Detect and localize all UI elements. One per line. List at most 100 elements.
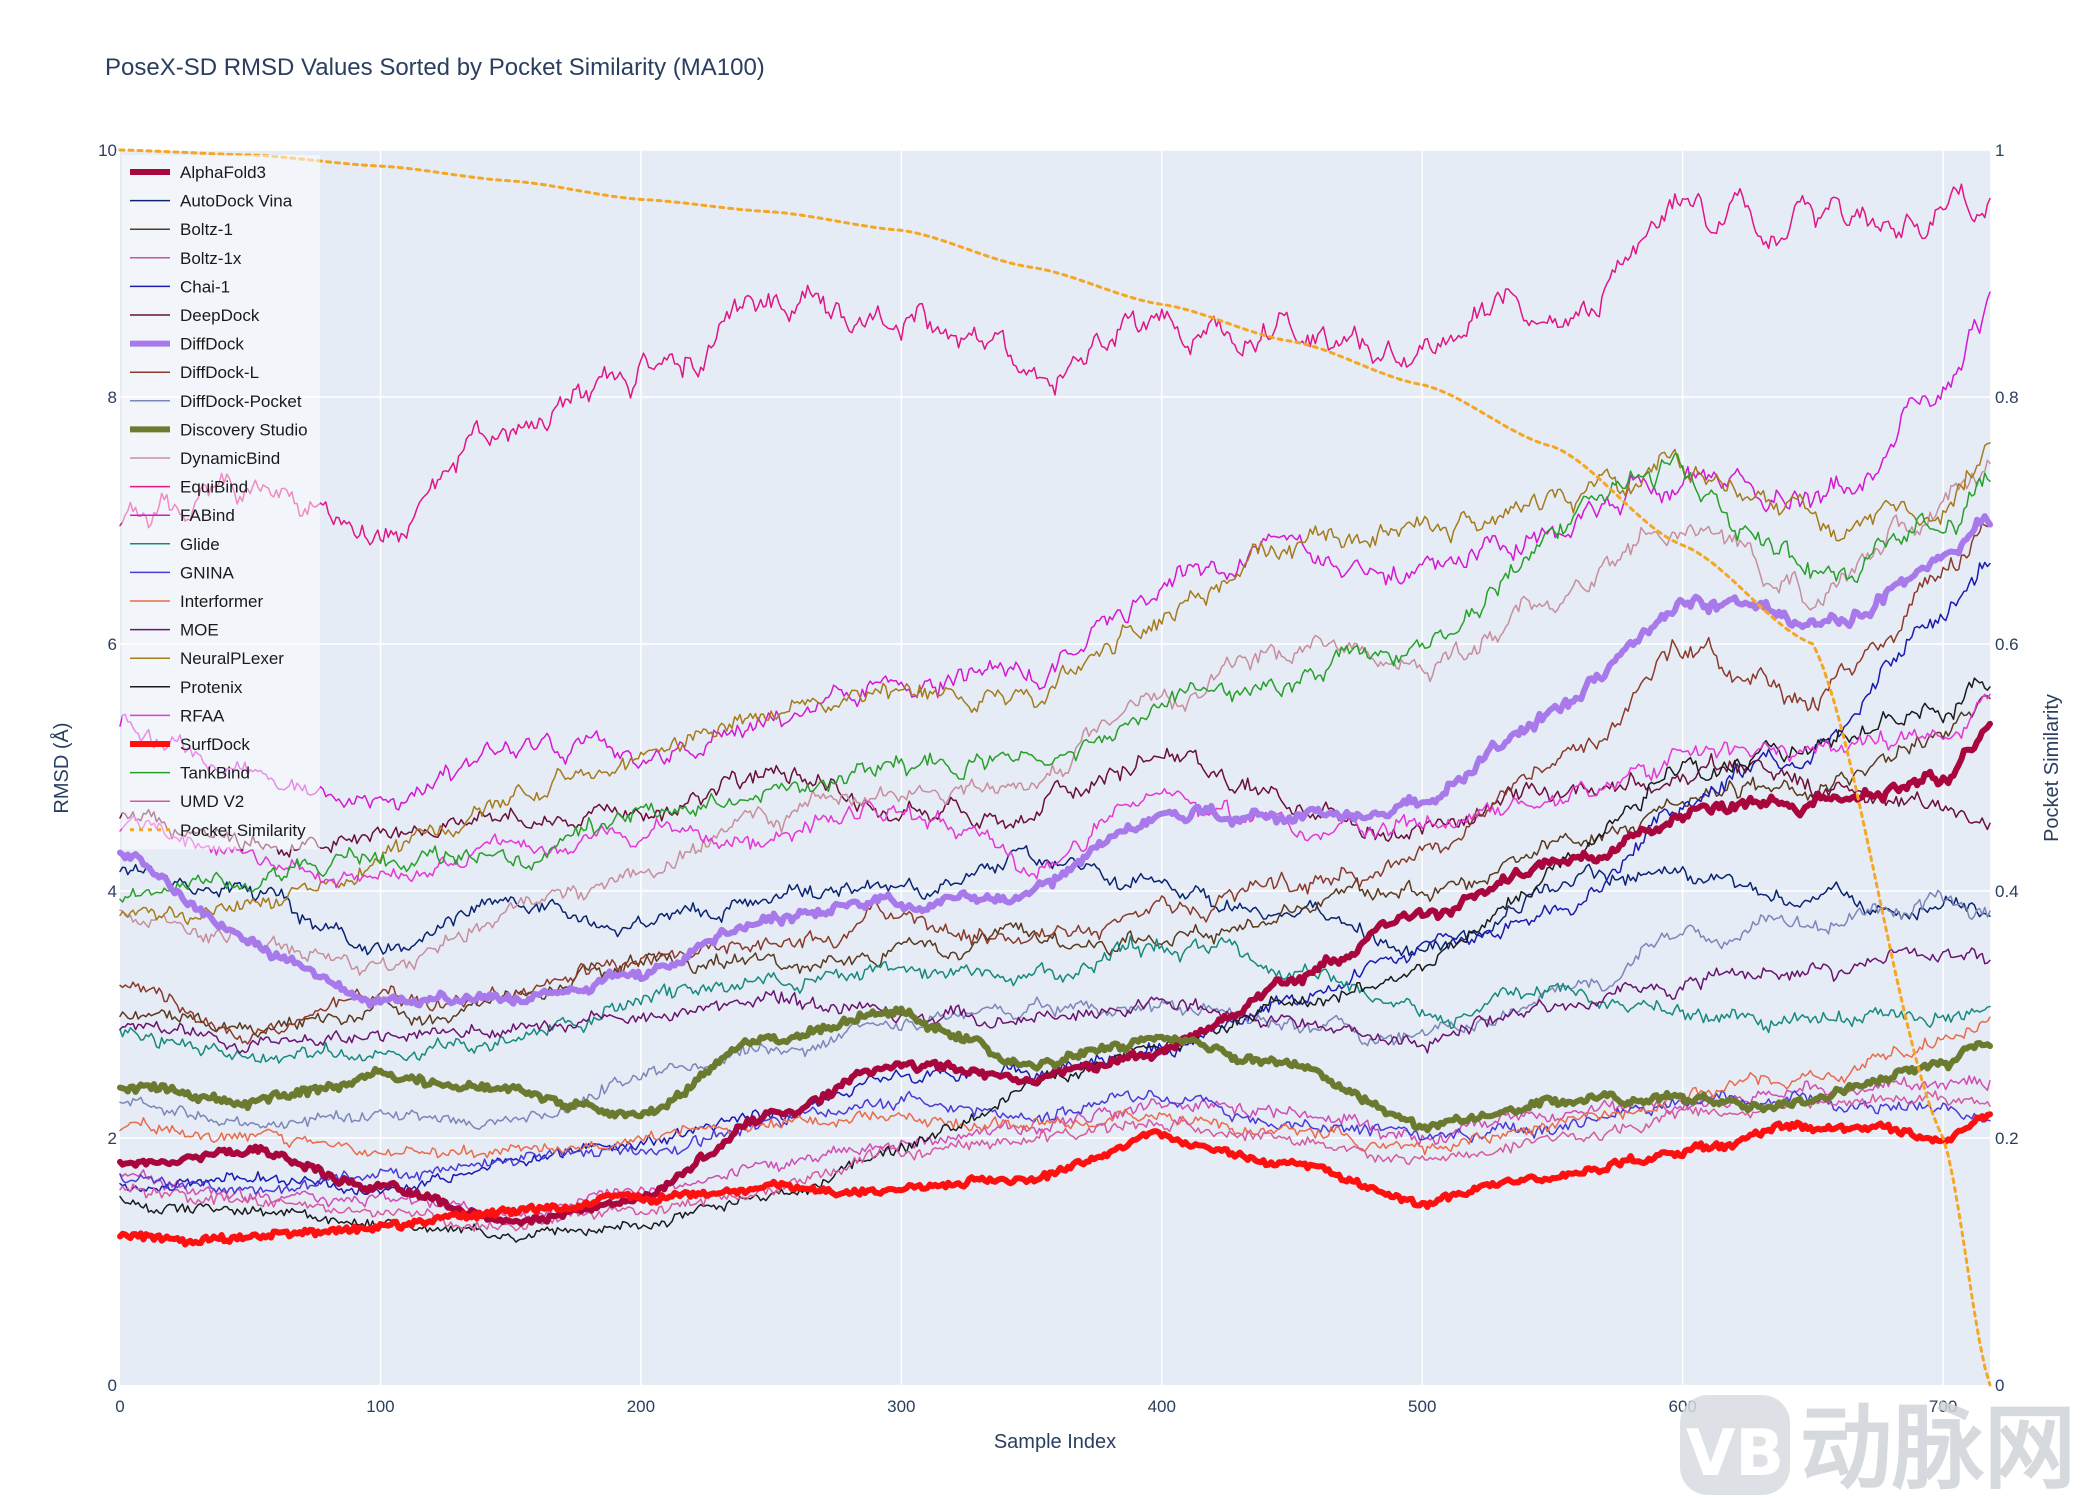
- legend-item[interactable]: UMD V2: [130, 792, 244, 811]
- y2-tick-label: 0.6: [1995, 635, 2019, 654]
- legend-item[interactable]: AlphaFold3: [130, 163, 266, 182]
- legend-item[interactable]: RFAA: [130, 706, 225, 725]
- series-line-moe: [119, 946, 1991, 1054]
- legend-item[interactable]: Discovery Studio: [130, 420, 308, 439]
- series-line-neuralplexer: [119, 442, 1991, 926]
- legend-item[interactable]: TankBind: [130, 764, 250, 783]
- watermark-logo: VB 动脉网: [1680, 1395, 2076, 1500]
- legend-label: EquiBind: [180, 478, 248, 497]
- x-tick-label: 100: [366, 1397, 394, 1416]
- axes: 0 100 200 300 400 500 600 700024681000.20.40.60…: [98, 141, 2019, 1416]
- legend-item[interactable]: DiffDock: [130, 335, 244, 354]
- legend-item[interactable]: Boltz-1: [130, 220, 233, 239]
- legend-label: MOE: [180, 621, 219, 640]
- x-axis-title: Sample Index: [994, 1431, 1116, 1453]
- legend-item[interactable]: GNINA: [130, 563, 235, 582]
- series-line-diffdock-pocket: [119, 889, 1991, 1130]
- series-line-dynamicbind: [119, 459, 1991, 976]
- series-line-equibind: [119, 183, 1991, 546]
- legend-item[interactable]: Boltz-1x: [130, 249, 242, 268]
- legend-label: DiffDock: [180, 335, 244, 354]
- y2-tick-label: 1: [1995, 141, 2004, 160]
- legend-item[interactable]: Pocket Similarity: [130, 821, 306, 840]
- y2-tick-label: 0.4: [1995, 882, 2019, 901]
- y-tick-label: 6: [108, 635, 117, 654]
- legend-label: FABind: [180, 506, 235, 525]
- y-tick-label: 2: [108, 1129, 117, 1148]
- series-line-surfdock: [117, 1111, 1993, 1248]
- legend-item[interactable]: FABind: [130, 506, 235, 525]
- legend-label: Discovery Studio: [180, 420, 308, 439]
- legend-item[interactable]: MOE: [130, 621, 219, 640]
- y-tick-label: 10: [98, 141, 117, 160]
- series-line-pocket-similarity: [118, 148, 1992, 1387]
- series-layer: [117, 148, 1993, 1387]
- legend-label: Chai-1: [180, 277, 230, 296]
- legend-label: NeuralPLexer: [180, 649, 284, 668]
- legend-label: AutoDock Vina: [180, 192, 293, 211]
- series-line-gnina: [119, 1089, 1991, 1195]
- legend-item[interactable]: DynamicBind: [130, 449, 280, 468]
- y-axis-title: RMSD (Å): [50, 722, 73, 813]
- legend-label: Protenix: [180, 678, 243, 697]
- legend-background: [122, 155, 320, 850]
- x-tick-label: 300: [887, 1397, 915, 1416]
- series-line-fabind: [119, 291, 1991, 811]
- y2-tick-label: 0.8: [1995, 388, 2019, 407]
- legend-item[interactable]: AutoDock Vina: [130, 192, 293, 211]
- series-line-diffdock-l: [119, 520, 1991, 1045]
- legend-label: UMD V2: [180, 792, 244, 811]
- series-line-protenix: [119, 677, 1991, 1243]
- y-tick-label: 4: [108, 882, 117, 901]
- x-tick-label: 200: [627, 1397, 655, 1416]
- legend-item[interactable]: Interformer: [130, 592, 263, 611]
- legend-label: SurfDock: [180, 735, 250, 754]
- x-tick-label: 0: [115, 1397, 124, 1416]
- legend-item[interactable]: DeepDock: [130, 306, 260, 325]
- series-line-boltz-1: [119, 695, 1991, 1038]
- legend-label: AlphaFold3: [180, 163, 266, 182]
- y2-tick-label: 0: [1995, 1376, 2004, 1395]
- legend-label: Pocket Similarity: [180, 821, 306, 840]
- legend-label: DeepDock: [180, 306, 260, 325]
- legend-label: DiffDock-Pocket: [180, 392, 302, 411]
- y2-tick-label: 0.2: [1995, 1129, 2019, 1148]
- legend-label: DynamicBind: [180, 449, 280, 468]
- watermark-mark: VB: [1686, 1417, 1784, 1491]
- legend-label: DiffDock-L: [180, 363, 259, 382]
- gridlines: [120, 149, 1990, 1385]
- watermark-text: 动脉网: [1800, 1395, 2076, 1500]
- legend-item[interactable]: NeuralPLexer: [130, 649, 284, 668]
- series-line-rfaa: [119, 693, 1991, 889]
- x-tick-label: 500: [1408, 1397, 1436, 1416]
- series-line-alphafold3: [117, 720, 1993, 1227]
- series-line-autodock-vina: [119, 845, 1991, 957]
- legend-item[interactable]: EquiBind: [130, 478, 248, 497]
- legend-item[interactable]: DiffDock-Pocket: [130, 392, 302, 411]
- legend-item[interactable]: Chai-1: [130, 277, 230, 296]
- series-line-discovery-studio: [117, 1005, 1993, 1134]
- legend-label: TankBind: [180, 764, 250, 783]
- y2-axis-title: Pocket Similarity: [2041, 694, 2063, 842]
- x-tick-label: 700: [1929, 1397, 1957, 1416]
- y-tick-label: 0: [108, 1376, 117, 1395]
- series-line-glide: [119, 935, 1991, 1064]
- legend-label: RFAA: [180, 706, 225, 725]
- legend-item[interactable]: DiffDock-L: [130, 363, 259, 382]
- chart-title: PoseX-SD RMSD Values Sorted by Pocket Si…: [105, 54, 765, 81]
- series-line-diffdock: [117, 513, 1993, 1009]
- x-tick-label: 400: [1148, 1397, 1176, 1416]
- legend-label: Interformer: [180, 592, 263, 611]
- series-line-umd-v2: [119, 1090, 1991, 1232]
- legend-item[interactable]: Protenix: [130, 678, 243, 697]
- y-tick-label: 8: [108, 388, 117, 407]
- legend[interactable]: AlphaFold3 AutoDock Vina Boltz-1 Boltz-1x Ch…: [122, 155, 320, 850]
- legend-item[interactable]: SurfDock: [130, 735, 250, 754]
- legend-item[interactable]: Glide: [130, 535, 220, 554]
- legend-label: GNINA: [180, 563, 235, 582]
- plot-area: [120, 150, 1990, 1385]
- series-line-tankbind: [119, 452, 1991, 903]
- series-line-deepdock: [119, 747, 1991, 858]
